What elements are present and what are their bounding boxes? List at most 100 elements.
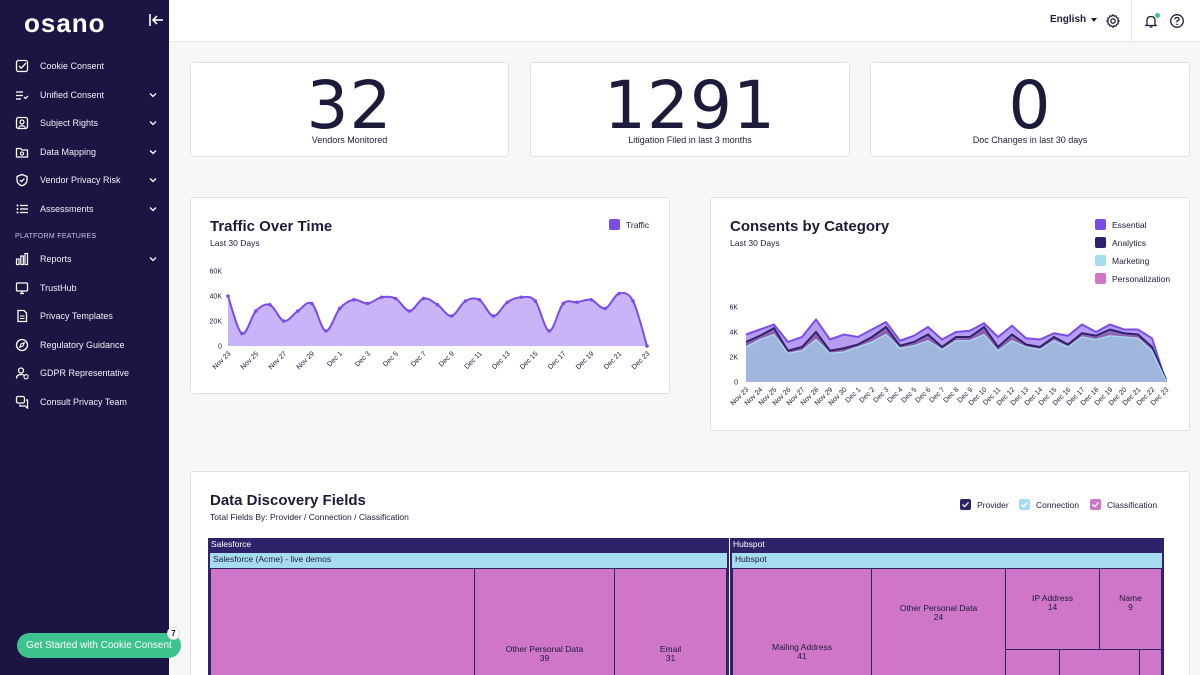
legend-item-classification[interactable]: Classification xyxy=(1090,499,1157,510)
chevron-down-icon[interactable] xyxy=(148,254,158,264)
sidebar-item-label: Subject Rights xyxy=(40,118,99,129)
traffic-point xyxy=(617,291,621,296)
language-selector[interactable]: English xyxy=(1050,14,1098,25)
sidebar-item-assessments[interactable]: Assessments xyxy=(0,195,169,224)
stat-card-litigation[interactable]: 1291 Litigation Filed in last 3 months xyxy=(530,62,850,157)
chevron-down-icon[interactable] xyxy=(148,147,158,157)
x-tick-label: Dec 5 xyxy=(382,350,400,368)
cell-label: Mailing Address xyxy=(771,642,832,652)
bell-icon[interactable] xyxy=(1143,13,1159,29)
treemap-cell[interactable] xyxy=(1139,649,1162,675)
topbar: English xyxy=(169,0,1200,42)
sidebar-item-cookie-consent[interactable]: Cookie Consent xyxy=(0,52,169,81)
legend-item-provider[interactable]: Provider xyxy=(960,499,1009,510)
chart-title: Traffic Over Time xyxy=(210,218,333,235)
sidebar-item-label: TrustHub xyxy=(40,282,77,293)
y-tick-label: 6K xyxy=(729,305,738,312)
chevron-down-icon[interactable] xyxy=(148,118,158,128)
chevron-down-icon[interactable] xyxy=(148,204,158,214)
treemap-connection-salesforce[interactable]: Salesforce (Acme) - live demos Other Per… xyxy=(210,553,727,675)
legend-label: Traffic xyxy=(626,219,650,230)
get-started-cookie-consent-button[interactable]: Get Started with Cookie Consent xyxy=(17,633,181,658)
cell-label: Other Personal Data xyxy=(899,603,978,613)
traffic-point xyxy=(449,314,454,318)
monitor-icon xyxy=(15,281,29,295)
sidebar-item-unified-consent[interactable]: Unified Consent xyxy=(0,81,169,110)
x-tick-label: Nov 23 xyxy=(212,350,233,371)
traffic-point xyxy=(226,294,230,298)
treemap-provider-salesforce[interactable]: Salesforce Salesforce (Acme) - live demo… xyxy=(208,538,729,675)
traffic-point xyxy=(407,309,412,313)
chevron-down-icon[interactable] xyxy=(148,90,158,100)
sidebar-item-label: Regulatory Guidance xyxy=(40,339,125,350)
treemap-cell[interactable]: Mailing Address 41 xyxy=(732,568,872,675)
x-tick-label: Dec 17 xyxy=(547,350,568,371)
treemap-cell[interactable]: Other Personal Data 39 xyxy=(474,568,615,675)
chevron-down-icon[interactable] xyxy=(148,175,158,185)
x-tick-label: Dec 1 xyxy=(326,350,344,368)
treemap-cell[interactable] xyxy=(210,568,475,675)
treemap-cell[interactable]: IP Address 14 xyxy=(1005,568,1100,650)
sidebar-item-label: Reports xyxy=(40,254,72,265)
sidebar-item-gdpr-representative[interactable]: GDPR Representative xyxy=(0,359,169,388)
collapse-sidebar-icon[interactable] xyxy=(147,11,165,29)
traffic-point xyxy=(365,301,370,306)
sidebar-item-data-mapping[interactable]: Data Mapping xyxy=(0,138,169,167)
treemap-cell[interactable]: Email 31 xyxy=(614,568,727,675)
sidebar-item-label: Unified Consent xyxy=(40,89,105,100)
x-tick-label: Dec 7 xyxy=(410,350,428,368)
y-tick-label: 2K xyxy=(729,355,738,362)
user-shield-icon xyxy=(15,366,29,380)
sidebar-item-regulatory-guidance[interactable]: Regulatory Guidance xyxy=(0,331,169,360)
legend-item-connection[interactable]: Connection xyxy=(1019,499,1079,510)
x-tick-label: Dec 11 xyxy=(464,350,484,370)
connection-label: Salesforce (Acme) - live demos xyxy=(213,554,332,564)
legend-item-personalization[interactable]: Personalization xyxy=(1095,273,1170,284)
legend-label: Essential xyxy=(1112,219,1147,230)
y-tick-label: 60K xyxy=(210,269,223,276)
sidebar-item-subject-rights[interactable]: Subject Rights xyxy=(0,109,169,138)
legend-item-traffic[interactable]: Traffic xyxy=(609,219,649,230)
treemap-cell[interactable]: Name 9 xyxy=(1099,568,1162,650)
x-tick-label: Nov 25 xyxy=(240,350,261,371)
traffic-point xyxy=(575,300,579,305)
traffic-point xyxy=(268,302,272,307)
sidebar-item-label: Privacy Templates xyxy=(40,311,113,322)
consent-line-essential xyxy=(745,317,1167,383)
traffic-point xyxy=(282,319,286,323)
sidebar-item-privacy-templates[interactable]: Privacy Templates xyxy=(0,302,169,331)
treemap-cell[interactable]: Other Personal Data 24 xyxy=(871,568,1006,675)
sidebar-item-consult-privacy-team[interactable]: Consult Privacy Team xyxy=(0,388,169,417)
cell-value: 31 xyxy=(665,653,676,663)
legend-item-analytics[interactable]: Analytics xyxy=(1095,237,1146,248)
treemap-connection-hubspot[interactable]: Hubspot Mailing Address 41 Other Persona… xyxy=(732,553,1162,675)
y-tick-label: 20K xyxy=(210,319,223,326)
cell-label: IP Address xyxy=(1032,593,1073,603)
cell-value: 41 xyxy=(797,651,807,661)
treemap-cell[interactable] xyxy=(1005,649,1060,675)
sidebar-item-label: GDPR Representative xyxy=(40,368,130,379)
osano-logo[interactable]: osano xyxy=(24,8,106,38)
y-tick-label: 0 xyxy=(734,380,738,387)
sidebar-item-reports[interactable]: Reports xyxy=(0,245,169,274)
help-icon[interactable] xyxy=(1169,13,1185,29)
traffic-point xyxy=(240,331,244,336)
gear-icon[interactable] xyxy=(1105,13,1121,29)
legend-item-marketing[interactable]: Marketing xyxy=(1095,255,1149,266)
traffic-point xyxy=(254,309,258,313)
treemap-provider-hubspot[interactable]: Hubspot Hubspot Mailing Address 41 Other… xyxy=(730,538,1164,675)
stat-card-doc-changes[interactable]: 0 Doc Changes in last 30 days xyxy=(870,62,1190,157)
sidebar-nav: Cookie Consent Unified Consent Subject R… xyxy=(0,52,169,416)
stat-card-vendors[interactable]: 32 Vendors Monitored xyxy=(190,62,509,157)
chart-title: Consents by Category xyxy=(730,218,890,235)
sidebar-item-vendor-privacy-risk[interactable]: Vendor Privacy Risk xyxy=(0,166,169,195)
legend-swatch xyxy=(1095,237,1106,248)
legend-item-essential[interactable]: Essential xyxy=(1095,219,1147,230)
treemap-cell[interactable] xyxy=(1059,649,1140,675)
sidebar-item-trusthub[interactable]: TrustHub xyxy=(0,274,169,303)
checkbox-icon xyxy=(1019,499,1030,510)
x-tick-label: Dec 3 xyxy=(354,350,372,368)
notification-dot xyxy=(1155,13,1160,18)
stat-value: 1291 xyxy=(604,67,776,144)
stat-label: Litigation Filed in last 3 months xyxy=(628,135,752,145)
